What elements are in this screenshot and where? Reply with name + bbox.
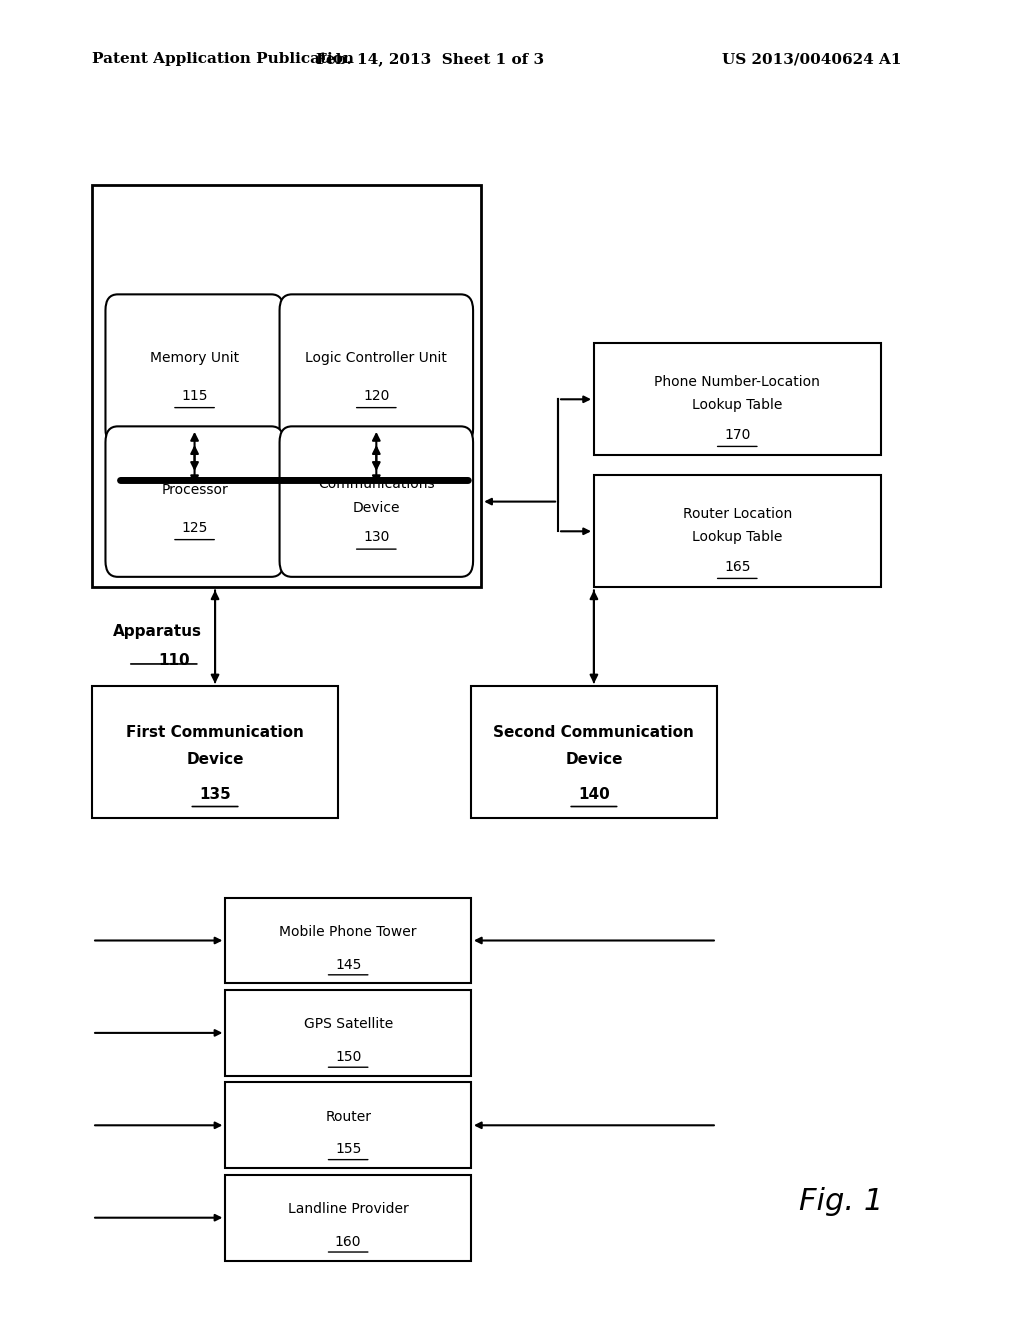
Text: GPS Satellite: GPS Satellite xyxy=(303,1018,393,1031)
Text: Device: Device xyxy=(565,751,623,767)
Text: Landline Provider: Landline Provider xyxy=(288,1203,409,1216)
Text: Fig. 1: Fig. 1 xyxy=(799,1187,883,1216)
Text: 165: 165 xyxy=(724,560,751,574)
Text: Logic Controller Unit: Logic Controller Unit xyxy=(305,351,447,364)
Text: Patent Application Publication: Patent Application Publication xyxy=(92,53,354,66)
Text: Processor: Processor xyxy=(161,483,228,496)
Text: Mobile Phone Tower: Mobile Phone Tower xyxy=(280,925,417,939)
Text: Router Location: Router Location xyxy=(683,507,792,521)
Bar xyxy=(594,343,881,455)
FancyBboxPatch shape xyxy=(105,294,284,445)
Text: Phone Number-Location: Phone Number-Location xyxy=(654,375,820,389)
Text: Feb. 14, 2013  Sheet 1 of 3: Feb. 14, 2013 Sheet 1 of 3 xyxy=(316,53,544,66)
Text: Device: Device xyxy=(186,751,244,767)
Text: Router: Router xyxy=(326,1110,371,1123)
Text: Lookup Table: Lookup Table xyxy=(692,397,782,412)
FancyBboxPatch shape xyxy=(280,294,473,445)
Text: 155: 155 xyxy=(335,1142,361,1156)
Text: 160: 160 xyxy=(335,1234,361,1249)
Bar xyxy=(92,185,481,587)
Text: Communications: Communications xyxy=(318,477,434,491)
Bar xyxy=(225,1082,471,1168)
Text: 150: 150 xyxy=(335,1049,361,1064)
Text: Second Communication: Second Communication xyxy=(494,725,694,741)
Text: Lookup Table: Lookup Table xyxy=(692,529,782,544)
Text: Apparatus: Apparatus xyxy=(113,624,202,639)
Bar xyxy=(225,898,471,983)
Text: Device: Device xyxy=(352,500,400,515)
Text: 120: 120 xyxy=(364,388,389,403)
Text: US 2013/0040624 A1: US 2013/0040624 A1 xyxy=(722,53,901,66)
Bar xyxy=(594,475,881,587)
Text: Memory Unit: Memory Unit xyxy=(150,351,240,364)
FancyBboxPatch shape xyxy=(280,426,473,577)
Text: 170: 170 xyxy=(724,428,751,442)
Text: 135: 135 xyxy=(199,787,231,803)
Bar xyxy=(471,686,717,818)
Bar xyxy=(92,686,338,818)
Text: 145: 145 xyxy=(335,957,361,972)
Bar xyxy=(225,1175,471,1261)
Text: 115: 115 xyxy=(181,388,208,403)
Text: 125: 125 xyxy=(181,520,208,535)
FancyBboxPatch shape xyxy=(105,426,284,577)
Text: 140: 140 xyxy=(578,787,610,803)
Text: 130: 130 xyxy=(364,531,389,544)
Text: 110: 110 xyxy=(159,653,190,668)
Text: First Communication: First Communication xyxy=(126,725,304,741)
Bar xyxy=(225,990,471,1076)
